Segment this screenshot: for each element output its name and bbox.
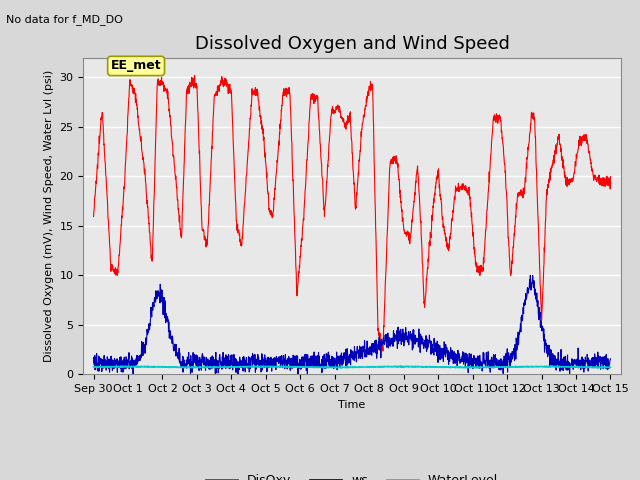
WaterLevel — [337, 365, 344, 371]
ws — [234, 372, 242, 377]
DisOxy — [90, 214, 97, 219]
ws — [527, 273, 534, 278]
Line: WaterLevel: WaterLevel — [93, 366, 611, 368]
DisOxy — [497, 120, 505, 126]
DisOxy — [379, 348, 387, 354]
DisOxy — [592, 174, 600, 180]
Legend: DisOxy, ws, WaterLevel: DisOxy, ws, WaterLevel — [201, 469, 503, 480]
WaterLevel — [592, 364, 600, 370]
WaterLevel — [497, 364, 505, 370]
ws — [116, 361, 124, 367]
WaterLevel — [392, 363, 399, 369]
X-axis label: Time: Time — [339, 400, 365, 409]
DisOxy — [116, 242, 124, 248]
Line: DisOxy: DisOxy — [93, 75, 611, 351]
DisOxy — [191, 72, 198, 78]
ws — [341, 353, 349, 359]
WaterLevel — [327, 365, 335, 371]
WaterLevel — [592, 364, 600, 370]
ws — [607, 356, 614, 362]
WaterLevel — [607, 364, 614, 370]
DisOxy — [607, 174, 614, 180]
ws — [90, 360, 97, 365]
Title: Dissolved Oxygen and Wind Speed: Dissolved Oxygen and Wind Speed — [195, 35, 509, 53]
ws — [592, 356, 600, 362]
DisOxy — [341, 120, 349, 126]
ws — [497, 356, 505, 361]
WaterLevel — [116, 364, 124, 370]
Text: No data for f_MD_DO: No data for f_MD_DO — [6, 14, 124, 25]
DisOxy — [592, 176, 600, 182]
DisOxy — [328, 110, 335, 116]
ws — [328, 364, 335, 370]
Text: EE_met: EE_met — [111, 60, 161, 72]
Line: ws: ws — [93, 276, 611, 374]
WaterLevel — [90, 364, 97, 370]
ws — [592, 354, 600, 360]
WaterLevel — [341, 364, 349, 370]
Y-axis label: Dissolved Oxygen (mV), Wind Speed, Water Lvl (psi): Dissolved Oxygen (mV), Wind Speed, Water… — [44, 70, 54, 362]
